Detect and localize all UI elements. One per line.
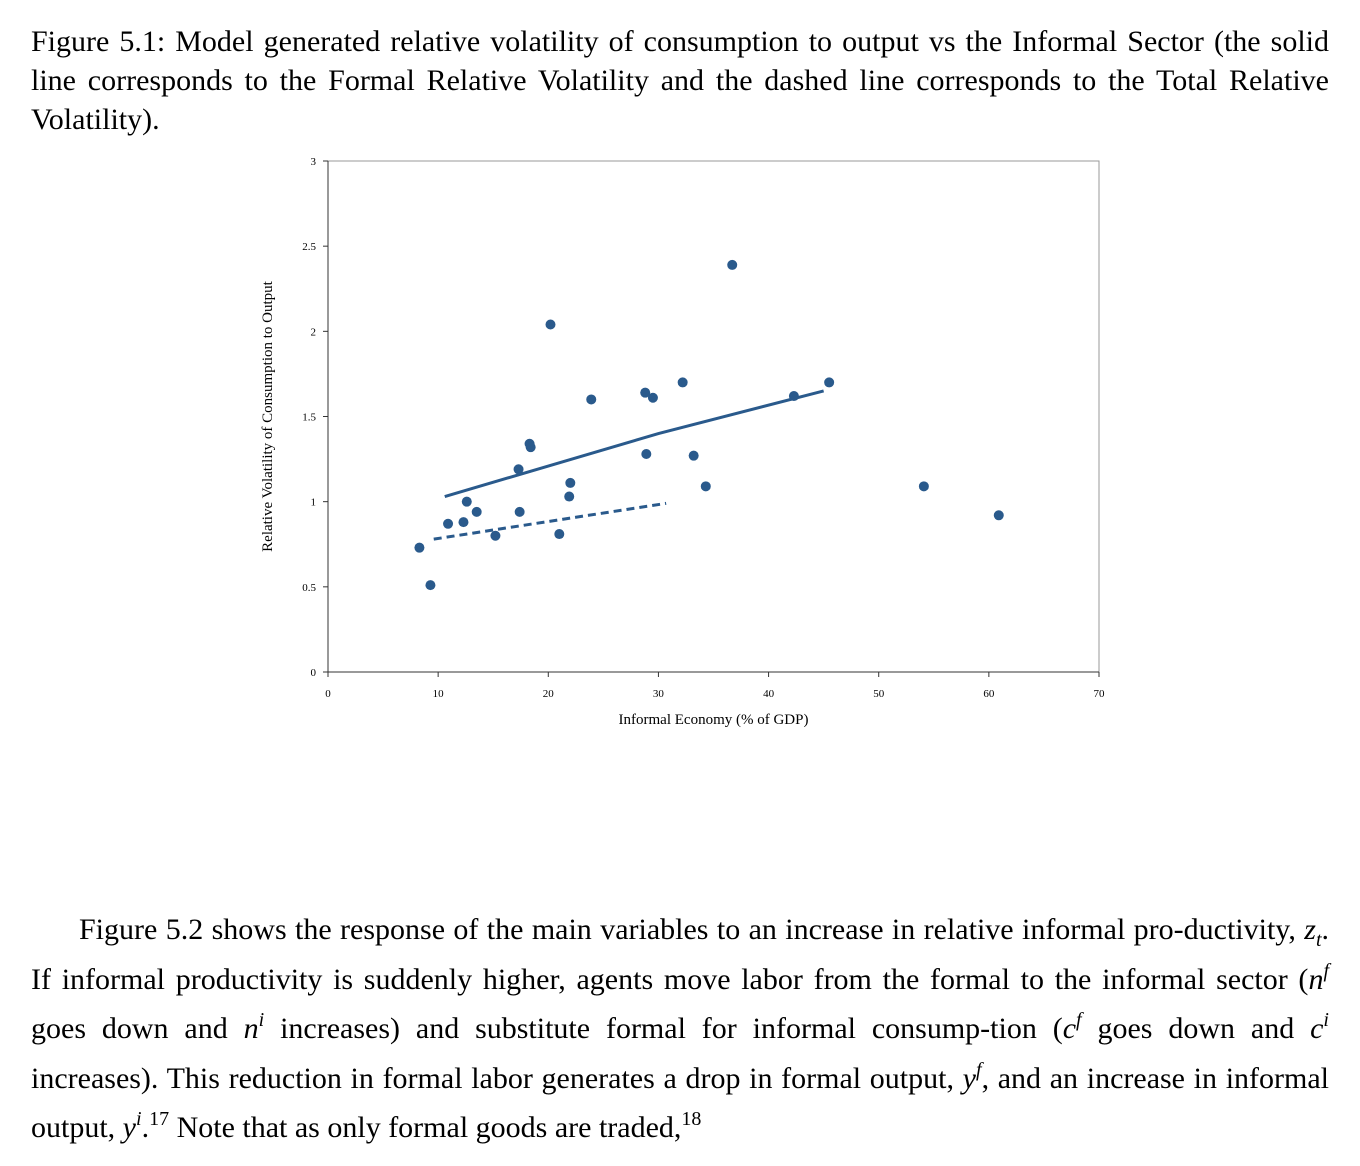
y-tick-label: 1 xyxy=(311,497,317,509)
data-point xyxy=(564,491,575,502)
plot-frame xyxy=(327,160,1100,673)
data-point xyxy=(647,392,658,403)
chart-axes xyxy=(327,160,1100,673)
data-point xyxy=(554,529,565,540)
chart-lines xyxy=(433,389,825,541)
body-paragraph: Figure 5.2 shows the response of the mai… xyxy=(31,905,1329,1153)
data-point xyxy=(471,506,482,517)
data-point xyxy=(425,580,436,591)
nf-symbol: nf xyxy=(1308,959,1329,996)
data-point xyxy=(414,542,425,553)
data-point xyxy=(918,481,929,492)
y-tick-label: 0.5 xyxy=(302,582,316,594)
footnote-18[interactable]: 18 xyxy=(681,1108,702,1130)
y-tick-label: 2.5 xyxy=(302,241,316,253)
y-tick-label: 2 xyxy=(311,326,317,338)
data-point xyxy=(513,464,524,475)
data-point xyxy=(727,259,738,270)
y-axis-label: Relative Volatility of Consumption to Ou… xyxy=(260,280,276,552)
data-point xyxy=(525,442,536,453)
paragraph-1: Figure 5.2 shows the response of the mai… xyxy=(31,913,1329,1144)
data-point xyxy=(677,377,688,388)
x-tick-label: 70 xyxy=(1094,688,1106,700)
data-point xyxy=(514,506,525,517)
data-point xyxy=(824,377,835,388)
y-tick-label: 3 xyxy=(311,156,317,168)
x-tick-label: 20 xyxy=(543,688,555,700)
data-point xyxy=(443,518,454,529)
footnote-17[interactable]: 17 xyxy=(149,1108,170,1130)
x-tick-label: 50 xyxy=(873,688,885,700)
x-tick-label: 30 xyxy=(653,688,665,700)
data-point xyxy=(490,530,501,541)
ci-symbol: ci xyxy=(1310,1009,1329,1045)
x-axis-label: Informal Economy (% of GDP) xyxy=(619,712,809,728)
data-point xyxy=(700,481,711,492)
data-point xyxy=(688,450,699,461)
figure-caption: Figure 5.1: Model generated relative vol… xyxy=(31,22,1329,139)
chart-ticks: 0 10 20 30 40 50 60 70 0 0.5 1 1.5 2 2.5 3 xyxy=(302,156,1105,700)
data-point xyxy=(586,394,597,405)
data-point xyxy=(545,319,556,330)
x-tick-label: 10 xyxy=(433,688,445,700)
data-point xyxy=(641,448,652,459)
data-point xyxy=(565,477,576,488)
data-point xyxy=(640,387,651,398)
x-tick-label: 0 xyxy=(325,688,331,700)
data-point xyxy=(788,391,799,402)
scatter-chart: 0 10 20 30 40 50 60 70 0 0.5 1 1.5 2 2.5 3 Informal Ec… xyxy=(260,156,1105,728)
yi-symbol: yi xyxy=(122,1108,142,1144)
z-t-symbol: zt xyxy=(1304,913,1322,951)
x-tick-label: 60 xyxy=(983,688,995,700)
formal-volatility-solid-line xyxy=(444,389,825,498)
y-tick-label: 0 xyxy=(311,667,317,679)
yf-symbol: yf xyxy=(962,1058,982,1095)
data-point xyxy=(993,510,1004,521)
x-tick-label: 40 xyxy=(763,688,775,700)
ni-symbol: ni xyxy=(243,1009,265,1045)
total-volatility-dashed-line xyxy=(433,501,667,541)
y-tick-label: 1.5 xyxy=(302,412,316,424)
caption-text: Figure 5.1: Model generated relative vol… xyxy=(31,25,1329,136)
chart-points xyxy=(414,259,1004,591)
cf-symbol: cf xyxy=(1062,1009,1082,1045)
data-point xyxy=(461,496,472,507)
data-point xyxy=(458,517,469,528)
